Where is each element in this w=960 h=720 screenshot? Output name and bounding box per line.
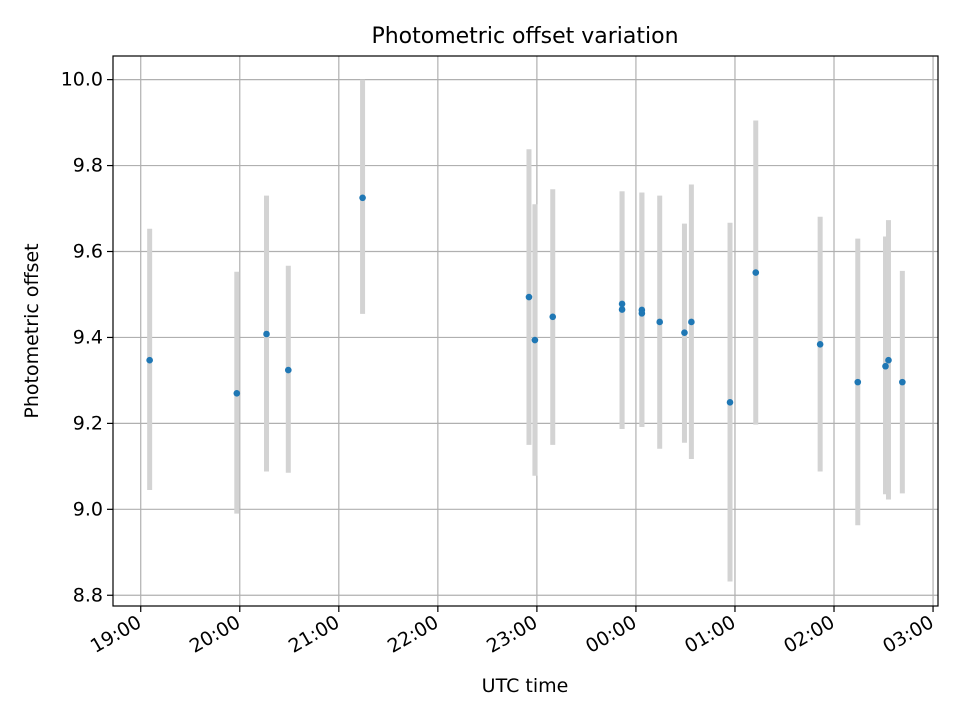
data-point bbox=[656, 318, 663, 326]
y-axis-label: Photometric offset bbox=[21, 243, 43, 418]
x-axis-label: UTC time bbox=[482, 675, 569, 697]
y-tick-label: 9.4 bbox=[73, 326, 103, 348]
data-point bbox=[549, 313, 557, 321]
data-point bbox=[854, 378, 862, 386]
data-point bbox=[816, 341, 824, 348]
data-point bbox=[285, 366, 292, 374]
data-point bbox=[681, 329, 688, 337]
data-point bbox=[618, 306, 626, 313]
data-point bbox=[726, 399, 734, 406]
data-point bbox=[885, 356, 892, 364]
data-point bbox=[638, 310, 646, 317]
data-point bbox=[688, 318, 695, 326]
y-tick-label: 9.6 bbox=[73, 241, 103, 263]
y-axis: 8.8 9.0 9.2 9.4 9.6 9.8 10.0 bbox=[61, 69, 113, 606]
data-point bbox=[531, 336, 539, 344]
data-point bbox=[618, 300, 626, 308]
data-point bbox=[263, 330, 270, 338]
y-tick-label: 10.0 bbox=[61, 69, 103, 91]
data-points bbox=[146, 194, 906, 406]
y-tick-label: 8.8 bbox=[73, 584, 103, 606]
data-point bbox=[233, 390, 241, 397]
y-tick-label: 9.8 bbox=[73, 155, 103, 177]
data-point bbox=[146, 356, 153, 364]
y-tick-label: 9.0 bbox=[73, 498, 103, 520]
y-tick-label: 9.2 bbox=[73, 412, 103, 434]
data-point bbox=[899, 378, 906, 386]
data-point bbox=[882, 362, 889, 370]
data-point bbox=[359, 194, 366, 202]
data-point bbox=[752, 269, 760, 276]
data-point bbox=[525, 293, 533, 301]
chart-title: Photometric offset variation bbox=[371, 24, 678, 49]
plot-frame bbox=[112, 55, 939, 607]
